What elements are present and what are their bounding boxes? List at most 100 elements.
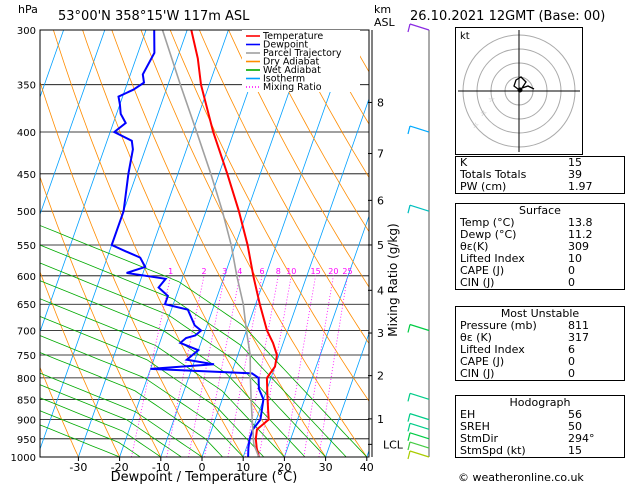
dry-adiabat-line: [40, 366, 79, 457]
legend-label: Parcel Trajectory: [263, 48, 342, 59]
x-tick-label: 40: [360, 461, 374, 474]
index-value: 6: [568, 343, 575, 356]
dry-adiabat-line: [40, 270, 120, 457]
dry-adiabat-line: [40, 80, 203, 457]
index-value: 309: [568, 240, 589, 253]
index-value: 11.2: [568, 228, 593, 241]
x-tick-label: 20: [277, 461, 291, 474]
index-key: Lifted Index: [460, 343, 525, 356]
index-value: 15: [568, 444, 582, 457]
pressure-tick-label: 400: [17, 128, 36, 139]
asl-label: ASL: [374, 16, 396, 29]
dry-adiabat-line: [40, 175, 162, 457]
index-key: CAPE (J): [460, 264, 505, 277]
pressure-tick-label: 550: [17, 241, 36, 252]
isotherm-line: [119, 30, 270, 457]
pressure-tick-label: 800: [17, 374, 36, 385]
wind-barb: [409, 392, 430, 400]
wet-adiabat-line: [40, 244, 347, 457]
x-tick-label: -10: [152, 461, 170, 474]
index-key: CIN (J): [460, 367, 495, 380]
wet-adiabat-line: [40, 316, 265, 457]
index-row: CAPE (J) 0: [456, 356, 624, 368]
index-row: Lifted Index 6: [456, 344, 624, 356]
mixing-ratio-label: 6: [259, 267, 264, 276]
wind-barb-feather: [407, 23, 411, 33]
isotherm-line: [325, 332, 369, 457]
surface-table: Surface Temp (°C) 13.8 Dewp (°C) 11.2 θε(K) 30…: [455, 203, 625, 290]
mixing-ratio-label: 3: [222, 267, 227, 276]
km-tick-label: 5: [377, 239, 384, 252]
dry-adiabat-line: [140, 30, 368, 457]
index-row: CIN (J) 0: [456, 277, 624, 289]
index-key: Totals Totals: [460, 168, 527, 181]
isotherm-line: [242, 97, 369, 457]
km-tick-label: 7: [377, 148, 384, 161]
index-value: 50: [568, 420, 582, 433]
plot-frame: [39, 29, 370, 458]
index-key: CIN (J): [460, 276, 495, 289]
index-key: Pressure (mb): [460, 319, 537, 332]
dry-adiabat-line: [228, 30, 369, 288]
km-tick-label: 3: [377, 327, 384, 340]
unstable-table: Most Unstable Pressure (mb) 811 θε (K) 317 Li…: [455, 306, 625, 381]
hodo-trace: [513, 76, 535, 90]
pressure-tick-label: 950: [17, 435, 36, 446]
wet-adiabat-line: [40, 335, 244, 457]
mixing-ratio-label: 20: [328, 267, 338, 276]
wind-barb-feather: [407, 125, 411, 135]
series-dewpoint: [110, 30, 265, 457]
x-tick-label: -30: [69, 461, 87, 474]
index-row: PW (cm) 1.97: [456, 181, 624, 193]
pressure-tick-label: 600: [17, 272, 36, 283]
wet-adiabat-line: [40, 397, 162, 457]
mixing-ratio-line: [284, 275, 316, 457]
index-row: K 15: [456, 157, 624, 169]
pressure-tick-label: 500: [17, 207, 36, 218]
index-row: Pressure (mb) 811: [456, 320, 624, 332]
wind-barb: [409, 422, 430, 430]
series-parcel-trajectory: [161, 30, 260, 457]
pressure-tick-label: 1000: [11, 453, 36, 464]
mixing-ratio-line: [131, 275, 172, 457]
dry-adiabat-line: [257, 30, 369, 233]
section-title: Surface: [519, 204, 561, 217]
mixing-ratio-line: [303, 275, 334, 457]
wet-adiabat-line: [40, 410, 141, 457]
lcl-label: LCL: [383, 438, 404, 451]
wind-barb-feather: [407, 432, 411, 441]
index-key: K: [460, 156, 468, 169]
pressure-tick-label: 300: [17, 26, 36, 37]
pressure-tick-label: 900: [17, 416, 36, 427]
mixing-ratio-label: 25: [342, 267, 352, 276]
mixing-ratio-label: 4: [237, 267, 242, 276]
isotherm-line: [284, 214, 369, 457]
index-value: 0: [568, 367, 575, 380]
pressure-tick-label: 650: [17, 300, 36, 311]
section-title: Hodograph: [509, 396, 571, 409]
wet-adiabat-line: [40, 352, 223, 457]
isotherm-line: [78, 30, 229, 457]
km-tick-label: 4: [377, 284, 384, 297]
index-value: 56: [568, 408, 582, 421]
dry-adiabat-line: [286, 30, 369, 179]
series-temperature: [190, 30, 279, 457]
index-key: PW (cm): [460, 180, 507, 193]
km-tick-label: 1: [377, 413, 384, 426]
km-label: km: [374, 3, 391, 16]
index-key: Temp (°C): [460, 216, 515, 229]
index-key: EH: [460, 408, 476, 421]
legend-label: Dry Adiabat: [263, 57, 320, 68]
index-row: EH 56: [456, 409, 624, 421]
index-key: θε (K): [460, 331, 492, 344]
dry-adiabat-line: [199, 30, 369, 345]
hodo-watermark-1: ☆: [488, 95, 495, 104]
x-axis-label: Dewpoint / Temperature (°C): [111, 470, 298, 485]
x-tick-label: 30: [319, 461, 333, 474]
mixing-ratio-line: [227, 275, 263, 457]
legend-label: Temperature: [262, 31, 323, 42]
mixing-ratio-line: [258, 275, 292, 457]
wet-adiabat-line: [40, 298, 285, 457]
hpa-label: hPa: [18, 3, 38, 16]
